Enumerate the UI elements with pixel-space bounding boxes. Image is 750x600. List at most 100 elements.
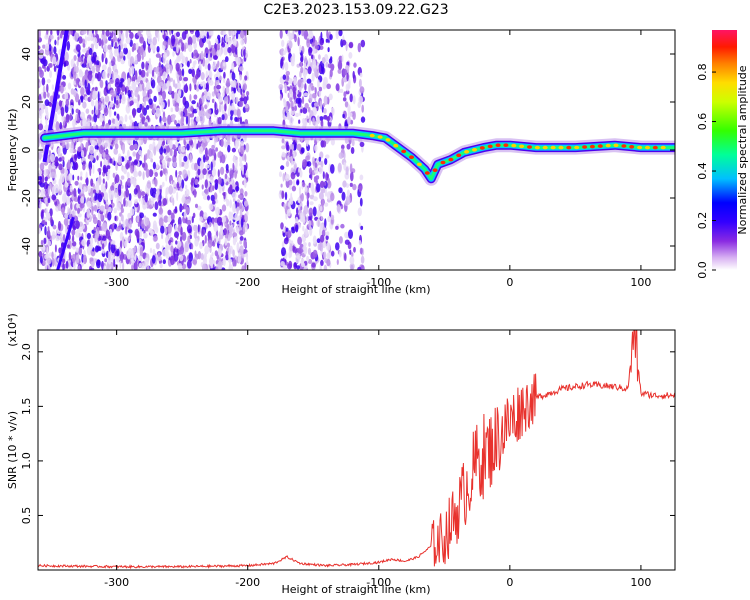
noise-speckle <box>319 100 323 110</box>
noise-speckle <box>298 186 302 196</box>
noise-speckle <box>319 223 324 230</box>
noise-speckle <box>211 144 215 150</box>
noise-speckle <box>78 80 83 87</box>
noise-speckle <box>93 204 98 212</box>
noise-speckle <box>89 92 93 101</box>
noise-speckle <box>212 185 215 191</box>
trace-hotspot <box>542 145 548 150</box>
noise-speckle <box>114 215 117 221</box>
noise-speckle <box>57 203 62 212</box>
noise-speckle <box>195 30 200 38</box>
noise-speckle <box>146 180 152 189</box>
noise-speckle <box>203 212 208 220</box>
noise-speckle <box>142 51 146 58</box>
noise-speckle <box>110 243 116 254</box>
noise-speckle <box>127 52 131 60</box>
y-tick-label: 20 <box>20 95 33 109</box>
noise-speckle <box>50 153 55 163</box>
noise-speckle <box>148 204 152 210</box>
noise-speckle <box>323 108 327 114</box>
noise-speckle <box>285 30 288 35</box>
noise-speckle <box>156 163 159 170</box>
noise-speckle <box>229 199 233 209</box>
noise-speckle <box>181 179 185 189</box>
noise-speckle <box>238 100 244 108</box>
noise-speckle <box>212 51 216 56</box>
spectrogram-y-label: Frequency (Hz) <box>6 109 19 192</box>
noise-speckle <box>304 102 309 109</box>
noise-speckle <box>195 116 201 122</box>
noise-speckle <box>302 225 305 232</box>
noise-speckle <box>95 180 99 190</box>
noise-speckle <box>319 205 323 212</box>
snr-y-multiplier: (x10⁴) <box>6 313 19 347</box>
noise-speckle <box>349 163 353 174</box>
noise-speckle <box>295 97 301 104</box>
noise-speckle <box>184 242 189 253</box>
noise-speckle <box>56 39 60 46</box>
noise-speckle <box>51 258 55 267</box>
noise-speckle <box>114 192 118 199</box>
noise-speckle <box>161 104 164 113</box>
noise-speckle <box>67 159 71 168</box>
noise-speckle <box>195 224 198 234</box>
noise-speckle <box>67 82 72 90</box>
noise-speckle <box>148 98 153 105</box>
noise-speckle <box>153 235 158 242</box>
noise-speckle <box>214 250 218 257</box>
trace-hotspot <box>495 143 501 147</box>
noise-speckle <box>112 118 116 125</box>
noise-speckle <box>86 210 89 215</box>
noise-speckle <box>89 145 94 155</box>
noise-speckle <box>105 57 108 65</box>
noise-speckle <box>222 85 226 94</box>
noise-speckle <box>75 220 80 230</box>
noise-speckle <box>174 231 179 238</box>
noise-speckle <box>358 78 362 88</box>
noise-speckle <box>91 77 94 85</box>
noise-speckle <box>137 31 142 36</box>
noise-speckle <box>239 155 243 164</box>
noise-speckle <box>223 45 229 56</box>
noise-speckle <box>57 147 62 155</box>
noise-speckle <box>231 43 236 54</box>
noise-speckle <box>318 161 323 166</box>
noise-speckle <box>185 33 190 39</box>
noise-speckle <box>120 59 125 65</box>
noise-speckle <box>140 80 143 85</box>
noise-speckle <box>194 237 199 247</box>
trace-hotspot <box>511 143 517 148</box>
noise-speckle <box>144 97 146 108</box>
x-tick-label: 0 <box>506 576 513 589</box>
noise-speckle <box>44 99 50 107</box>
noise-speckle <box>316 238 321 244</box>
noise-speckle <box>62 234 66 242</box>
noise-speckle <box>85 108 90 114</box>
noise-speckle <box>143 200 146 206</box>
spectrogram-heatmap <box>38 30 675 270</box>
noise-speckle <box>114 143 119 150</box>
trace-hotspot <box>534 145 540 150</box>
noise-speckle <box>172 181 177 188</box>
noise-speckle <box>236 216 240 221</box>
noise-speckle <box>165 244 169 250</box>
noise-speckle <box>300 108 303 114</box>
noise-speckle <box>233 109 238 116</box>
noise-speckle <box>142 82 145 92</box>
noise-speckle <box>139 246 144 257</box>
noise-speckle <box>111 240 116 245</box>
noise-speckle <box>360 255 365 264</box>
noise-speckle <box>97 220 102 227</box>
noise-speckle <box>175 105 180 112</box>
noise-speckle <box>107 73 110 79</box>
noise-speckle <box>104 95 110 103</box>
noise-speckle <box>359 247 363 255</box>
noise-speckle <box>91 56 96 63</box>
noise-speckle <box>215 63 218 71</box>
noise-speckle <box>127 89 132 98</box>
noise-speckle <box>133 98 138 104</box>
noise-speckle <box>212 242 216 247</box>
noise-speckle <box>54 39 57 46</box>
noise-speckle <box>90 32 93 41</box>
noise-speckle <box>84 35 87 45</box>
